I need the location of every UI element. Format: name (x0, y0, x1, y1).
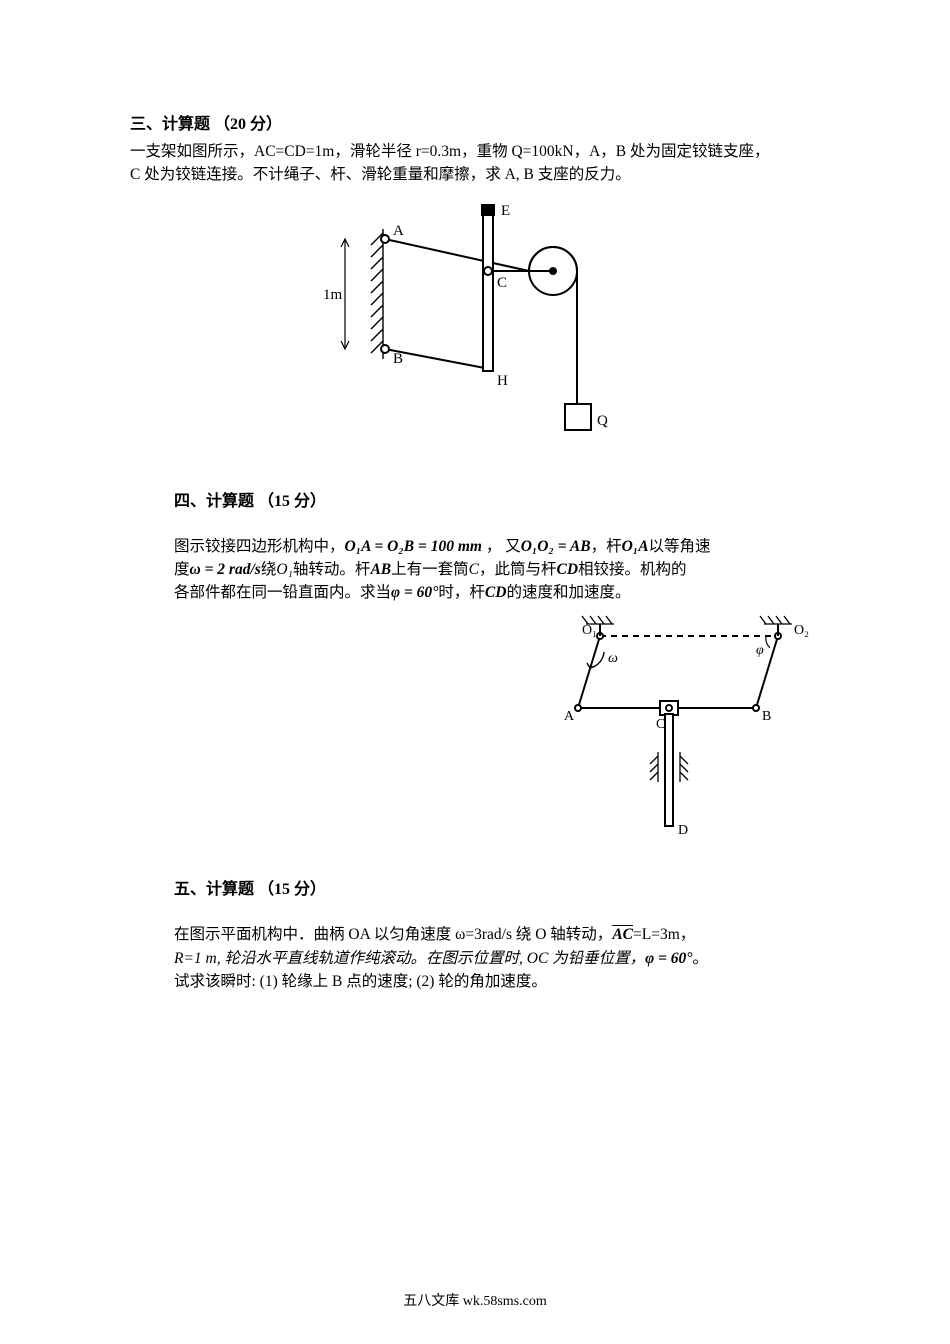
p5-line1: 在图示平面机构中．曲柄 OA 以匀角速度 ω=3rad/s 绕 O 轴转动，AC… (174, 923, 820, 946)
p4-t2j: CD (557, 561, 579, 578)
problem-3: 三、计算题 （20 分） 一支架如图所示，AC=CD=1m，滑轮半径 r=0.3… (130, 110, 820, 459)
p5-title: 五、计算题 （15 分） (174, 875, 820, 899)
p4-t2g: 上有一套筒 (391, 561, 469, 578)
p4-figure: O₁ O₂ A B C D ω φ (560, 612, 820, 847)
p4-t2e: 轴转动。杆 (293, 561, 371, 578)
p5-t2c: 。 (693, 950, 709, 967)
label-H: H (497, 373, 508, 389)
p4-t3c: 时，杆 (438, 584, 485, 601)
p3-line1: 一支架如图所示，AC=CD=1m，滑轮半径 r=0.3m，重物 Q=100kN，… (130, 140, 820, 163)
p5-t2a: R=1 m, 轮沿水平直线轨道作纯滚动。在图示位置时, OC 为铅垂位置， (174, 950, 645, 967)
p4-t1d: O₁O₂ = AB (521, 538, 591, 555)
p4-line1: 图示铰接四边形机构中，O₁A = O₂B = 100 mm ， 又O₁O₂ = … (174, 535, 820, 558)
label-O1: O₁ (582, 623, 597, 638)
p3-line2: C 处为铰链连接。不计绳子、杆、滑轮重量和摩擦，求 A, B 支座的反力。 (130, 163, 820, 186)
label-E: E (501, 203, 510, 219)
p4-t1g: 以等角速 (649, 538, 711, 555)
label-B2: B (762, 709, 771, 724)
p4-t2h: C (469, 561, 479, 578)
label-1m: 1m (323, 287, 343, 303)
problem-5: 五、计算题 （15 分） 在图示平面机构中．曲柄 OA 以匀角速度 ω=3rad… (174, 875, 820, 993)
label-O2: O₂ (794, 623, 809, 638)
p4-t3b: φ = 60° (391, 584, 438, 601)
label-D: D (678, 823, 688, 838)
p3-figure: A B C H E Q 1m (265, 199, 685, 459)
p4-title: 四、计算题 （15 分） (174, 487, 820, 511)
page-footer: 五八文库 wk.58sms.com (0, 1290, 950, 1310)
label-phi: φ (756, 643, 764, 658)
label-A2: A (564, 709, 575, 724)
p4-t2d: O₁ (276, 561, 293, 578)
p4-line3: 各部件都在同一铅直面内。求当φ = 60°时，杆CD的速度和加速度。 (174, 581, 820, 604)
p4-t3e: 的速度和加速度。 (506, 584, 630, 601)
p4-line2: 度ω = 2 rad/s绕O₁轴转动。杆AB上有一套筒C，此筒与杆CD相铰接。机… (174, 558, 820, 581)
p5-t2b: φ = 60° (645, 950, 692, 967)
p4-t1a: 图示铰接四边形机构中， (174, 538, 345, 555)
label-A: A (393, 223, 404, 239)
label-B: B (393, 351, 403, 367)
label-C: C (497, 275, 507, 291)
p5-t1b: AC (612, 926, 633, 943)
p4-t3a: 各部件都在同一铅直面内。求当 (174, 584, 391, 601)
problem-4: 四、计算题 （15 分） 图示铰接四边形机构中，O₁A = O₂B = 100 … (174, 487, 820, 848)
p5-t1c: =L=3m， (633, 926, 695, 943)
p4-t1c: ， 又 (482, 538, 521, 555)
p3-title: 三、计算题 （20 分） (130, 110, 820, 134)
label-C2: C (656, 717, 665, 732)
p5-line3: 试求该瞬时: (1) 轮缘上 B 点的速度; (2) 轮的角加速度。 (174, 970, 820, 993)
p4-t2c: 绕 (261, 561, 277, 578)
p5-line2: R=1 m, 轮沿水平直线轨道作纯滚动。在图示位置时, OC 为铅垂位置，φ =… (174, 947, 820, 970)
p4-t2i: ，此筒与杆 (479, 561, 557, 578)
p4-t3d: CD (485, 584, 507, 601)
p4-t2f: AB (370, 561, 391, 578)
p5-t1a: 在图示平面机构中．曲柄 OA 以匀角速度 ω=3rad/s 绕 O 轴转动， (174, 926, 612, 943)
label-omega: ω (608, 651, 618, 666)
p4-t2b: ω = 2 rad/s (190, 561, 261, 578)
p4-t2k: 相铰接。机构的 (578, 561, 687, 578)
label-Q: Q (597, 413, 608, 429)
p4-t2a: 度 (174, 561, 190, 578)
p4-t1f: O₁A (622, 538, 649, 555)
p4-t1e: ，杆 (591, 538, 622, 555)
p4-t1b: O₁A = O₂B = 100 mm (345, 538, 482, 555)
